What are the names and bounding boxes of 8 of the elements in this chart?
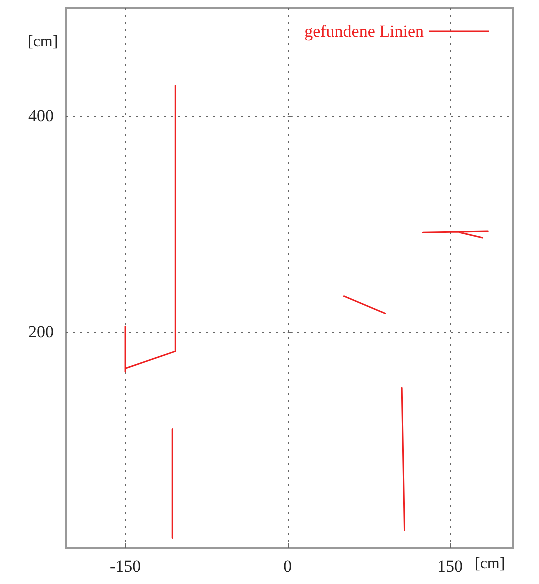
y-axis-title: [cm]: [28, 34, 58, 50]
x-tick-label: -150: [110, 557, 142, 576]
x-tick-label: 0: [284, 557, 292, 576]
y-tick-label: 200: [28, 322, 54, 342]
x-tick-label: 150: [437, 557, 463, 576]
y-tick-label: 400: [28, 106, 54, 126]
x-axis-title: [cm]: [475, 556, 506, 572]
legend-label: gefundene Linien: [304, 22, 424, 41]
